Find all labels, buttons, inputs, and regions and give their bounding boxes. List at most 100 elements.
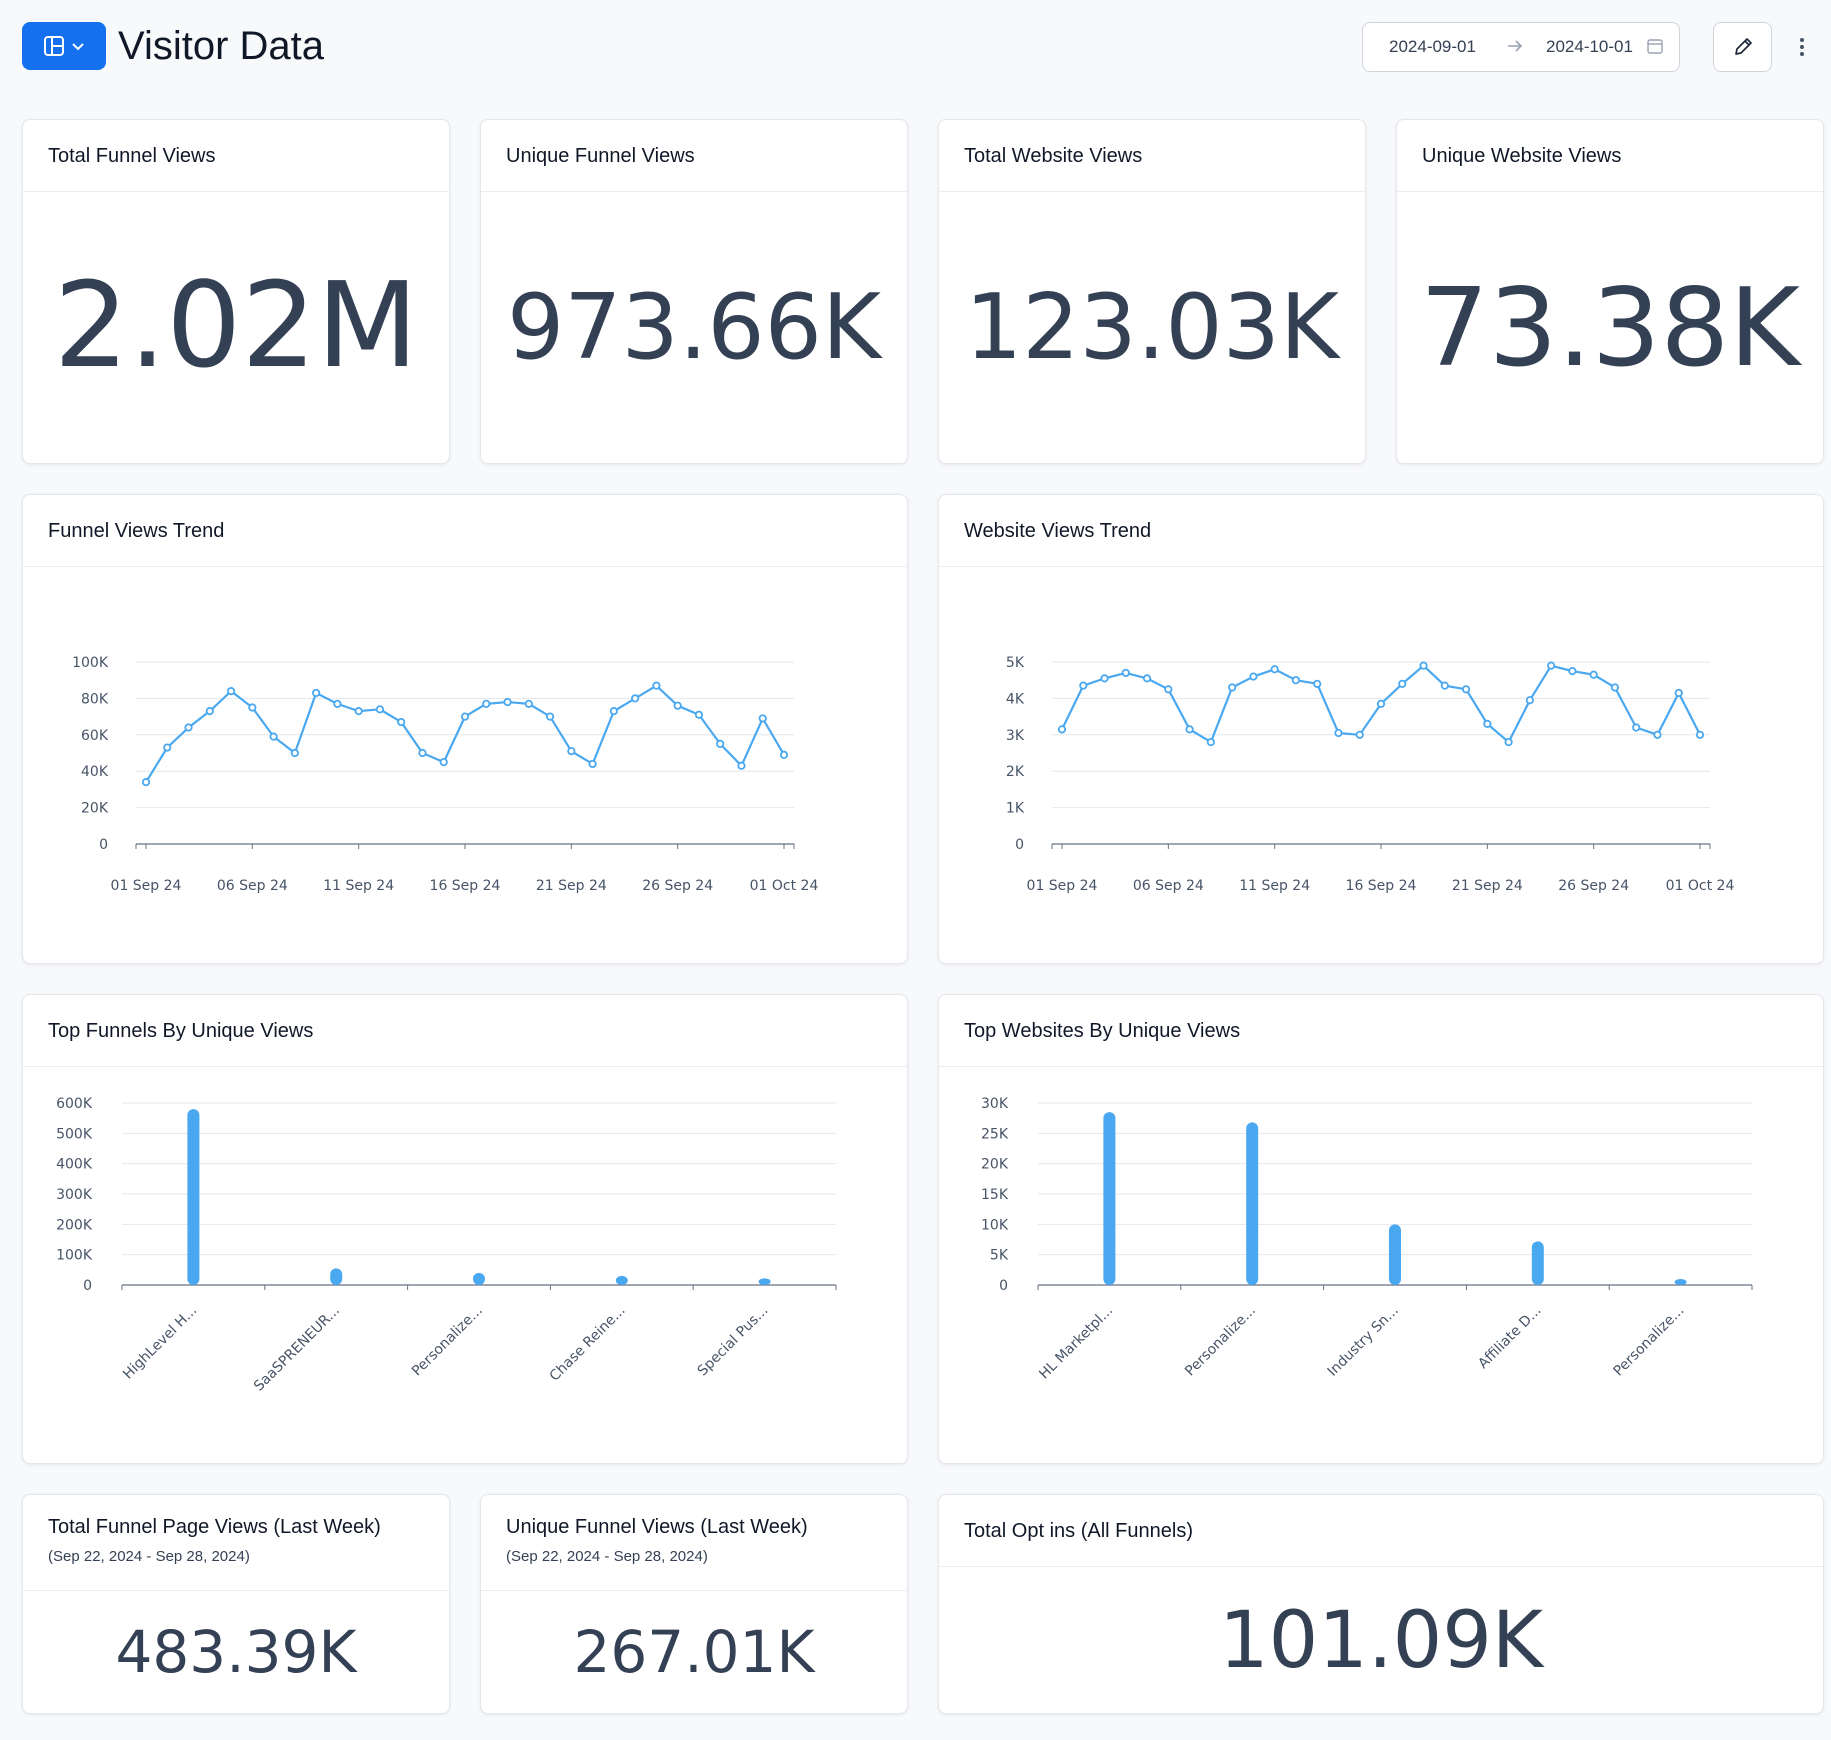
data-point <box>1674 688 1683 698</box>
kpi-value: 73.38K <box>1419 266 1800 391</box>
chart-card-top-websites: Top Websites By Unique Views 0 5K 10K 15K 20… <box>938 994 1824 1464</box>
x-tick-label: 01 Sep 24 <box>1027 878 1098 894</box>
bar <box>1246 1122 1259 1285</box>
data-point <box>482 699 491 708</box>
kpi-value: 101.09K <box>1218 1596 1544 1686</box>
x-tick-label: 06 Sep 24 <box>217 878 288 894</box>
top-websites-bar-chart: 0 5K 10K 15K 20K 25K 30K HL Marketpl... Personal… <box>981 1096 1753 1382</box>
y-tick-label: 300K <box>56 1187 93 1203</box>
kpi-card-total-funnel-views: Total Funnel Views 2.02M <box>22 119 450 464</box>
kpi-card-total-website-views: Total Website Views 123.03K <box>938 119 1366 464</box>
data-point <box>141 778 151 787</box>
y-tick-label: 5K <box>1006 655 1025 671</box>
card-title: Unique Website Views <box>1422 145 1622 167</box>
data-point <box>503 697 512 707</box>
card-title: Total Funnel Views <box>48 145 216 167</box>
bar <box>1531 1241 1544 1285</box>
data-point <box>418 748 427 758</box>
data-point <box>1142 674 1152 683</box>
kpi-card-unique-website-views: Unique Website Views 73.38K <box>1396 119 1824 464</box>
x-tick-label: 06 Sep 24 <box>1133 878 1204 894</box>
card-header: Total Funnel Views <box>23 120 449 192</box>
card-header: Total Opt ins (All Funnels) <box>939 1495 1823 1567</box>
card-title: Website Views Trend <box>964 520 1152 542</box>
bar <box>758 1278 771 1285</box>
x-tick-label: 11 Sep 24 <box>323 878 394 894</box>
bar <box>1674 1279 1687 1285</box>
card-title: Total Opt ins (All Funnels) <box>964 1520 1193 1542</box>
card-title: Total Website Views <box>964 145 1143 167</box>
data-point <box>588 759 597 769</box>
y-tick-label: 30K <box>981 1096 1009 1112</box>
bar <box>615 1275 628 1285</box>
y-tick-label: 500K <box>56 1126 93 1142</box>
card-title: Total Funnel Page Views (Last Week) <box>48 1516 381 1538</box>
data-point <box>460 712 470 721</box>
data-point <box>1525 696 1534 705</box>
x-tick-label: 26 Sep 24 <box>1558 878 1629 894</box>
data-point <box>1589 670 1598 679</box>
layout-switcher-button[interactable] <box>22 22 106 70</box>
x-tick-label: 21 Sep 24 <box>536 878 607 894</box>
data-point <box>1164 685 1173 694</box>
data-point <box>1355 730 1364 739</box>
y-tick-label: 100K <box>72 655 109 671</box>
data-point <box>1653 730 1662 739</box>
data-point <box>1228 683 1237 692</box>
data-point <box>1504 737 1513 747</box>
y-tick-label: 80K <box>81 691 109 707</box>
card-header: Unique Funnel Views <box>481 120 907 192</box>
calendar-icon[interactable] <box>1646 37 1664 55</box>
x-tick-label: 01 Oct 24 <box>1666 878 1735 894</box>
kpi-card-unique-funnel-views-last-week: Unique Funnel Views (Last Week) (Sep 22,… <box>480 1494 908 1714</box>
data-point <box>1483 719 1492 728</box>
x-category-label: Personalize... <box>409 1303 486 1380</box>
y-tick-label: 40K <box>81 764 109 780</box>
card-title: Top Websites By Unique Views <box>964 1020 1241 1042</box>
website-views-line-chart: 0 1K 2K 3K 4K 5K 01 Sep 24 06 Sep 24 11 Sep 24 16… <box>1006 655 1735 894</box>
more-vertical-icon <box>1800 38 1804 56</box>
data-point <box>1185 725 1194 734</box>
data-point <box>631 694 640 703</box>
x-tick-label: 01 Sep 24 <box>111 878 182 894</box>
y-tick-label: 0 <box>83 1278 92 1294</box>
data-point <box>694 710 704 719</box>
data-point <box>1291 676 1301 685</box>
bar <box>1103 1112 1116 1285</box>
card-header: Top Funnels By Unique Views <box>23 995 907 1067</box>
more-options-button[interactable] <box>1792 30 1812 64</box>
data-point <box>1568 667 1577 676</box>
edit-dashboard-button[interactable] <box>1713 22 1772 72</box>
data-point <box>1079 681 1088 690</box>
chart-card-website-views-trend: Website Views Trend 0 1K 2K 3K 4K 5K 01 Sep 24… <box>938 494 1824 964</box>
top-funnels-bar-chart: 0 100K 200K 300K 400K 500K 600K HighLevel H... S… <box>56 1096 837 1395</box>
x-category-label: Affiliate D... <box>1475 1303 1544 1372</box>
date-end[interactable]: 2024-10-01 <box>1546 37 1633 56</box>
card-title: Funnel Views Trend <box>48 520 225 542</box>
x-tick-label: 21 Sep 24 <box>1452 878 1523 894</box>
y-tick-label: 0 <box>1015 837 1024 853</box>
data-point <box>1419 661 1428 670</box>
date-start[interactable]: 2024-09-01 <box>1389 37 1476 56</box>
y-tick-label: 2K <box>1006 764 1025 780</box>
x-tick-label: 01 Oct 24 <box>750 878 819 894</box>
data-point <box>1313 679 1322 688</box>
chevron-down-icon <box>72 43 84 51</box>
page-title: Visitor Data <box>118 24 325 68</box>
x-tick-label: 16 Sep 24 <box>430 878 501 894</box>
x-category-label: Chase Reine... <box>547 1303 629 1385</box>
arrow-right-icon <box>1508 40 1523 52</box>
data-point <box>290 748 299 758</box>
card-header: Funnel Views Trend <box>23 495 907 567</box>
data-point <box>758 714 767 723</box>
data-point <box>1547 661 1556 670</box>
x-tick-label: 16 Sep 24 <box>1346 878 1417 894</box>
data-point <box>609 707 618 716</box>
data-point <box>312 688 321 698</box>
data-point <box>354 707 363 716</box>
date-range-picker[interactable]: 2024-09-01 2024-10-01 <box>1362 22 1680 72</box>
kpi-card-total-opt-ins: Total Opt ins (All Funnels) 101.09K <box>938 1494 1824 1714</box>
kpi-value: 267.01K <box>573 1618 815 1686</box>
data-point <box>1461 685 1471 694</box>
data-point <box>545 712 555 721</box>
